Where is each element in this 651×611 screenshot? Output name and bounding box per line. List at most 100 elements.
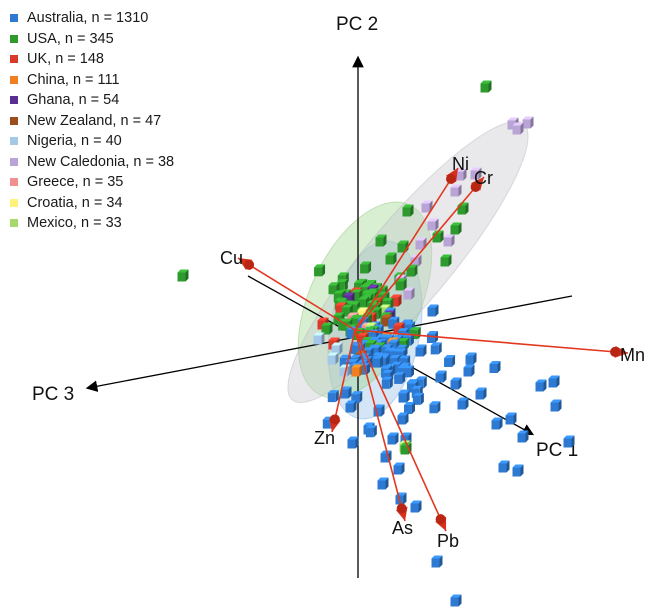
point-top (435, 370, 447, 374)
point-top (390, 294, 402, 298)
loading-label: Zn (314, 428, 335, 448)
point-front (373, 407, 382, 417)
point-top (457, 397, 469, 401)
point-top (427, 304, 439, 308)
point-front (498, 463, 507, 473)
point-side (403, 492, 407, 505)
data-point (375, 234, 387, 247)
data-point (415, 344, 427, 357)
point-front (397, 415, 406, 425)
point-front (341, 321, 350, 331)
legend-item: USA, n = 345 (10, 29, 174, 50)
point-top (387, 432, 399, 436)
point-top (409, 327, 421, 331)
point-top (341, 304, 353, 308)
point-side (418, 500, 422, 513)
point-side (410, 204, 414, 217)
point-front (345, 403, 354, 413)
point-front (512, 125, 521, 135)
point-side (435, 304, 439, 317)
point-front (339, 357, 348, 367)
point-top (427, 218, 439, 222)
point-front (377, 480, 386, 490)
data-point (440, 254, 452, 267)
data-point (327, 352, 339, 365)
point-front (353, 318, 362, 328)
legend-swatch (10, 14, 18, 23)
loading-vector-cr (354, 176, 485, 331)
point-top (397, 328, 409, 332)
data-point (381, 376, 393, 389)
point-front (400, 445, 409, 455)
point-front (406, 267, 415, 277)
point-side (355, 436, 359, 449)
point-top (363, 422, 375, 426)
point-top (313, 332, 325, 336)
data-point (427, 304, 439, 317)
point-front (415, 379, 424, 389)
point-top (388, 316, 400, 320)
vector-head-base (470, 181, 481, 192)
point-front (431, 558, 440, 568)
point-side (435, 218, 439, 231)
point-front (550, 402, 559, 412)
point-top (317, 317, 329, 321)
point-side (367, 362, 371, 375)
point-side (353, 400, 357, 413)
legend-item: Mexico, n = 33 (10, 213, 174, 234)
point-top (403, 287, 415, 291)
loading-vector-as (354, 329, 408, 522)
legend-item: Ghana, n = 54 (10, 90, 174, 111)
point-top (415, 376, 427, 380)
point-top (359, 284, 371, 288)
legend-label: Greece, n = 35 (27, 174, 124, 191)
vector-head-base (244, 259, 255, 270)
legend-item: Greece, n = 35 (10, 172, 174, 193)
point-side (329, 322, 333, 335)
data-point (351, 391, 363, 404)
point-top (535, 379, 547, 383)
point-top (347, 436, 359, 440)
point-top (443, 234, 455, 238)
point-side (185, 269, 189, 282)
point-top (333, 290, 345, 294)
point-side (405, 412, 409, 425)
point-top (351, 289, 363, 293)
point-side (348, 386, 352, 399)
point-top (370, 345, 382, 349)
vector-line (354, 176, 485, 331)
point-front (177, 272, 186, 282)
point-front (339, 367, 348, 377)
point-front (347, 439, 356, 449)
loading-vector-zn (329, 329, 356, 433)
data-point (403, 401, 415, 414)
point-front (351, 367, 360, 377)
data-point (372, 355, 384, 368)
data-point (321, 322, 333, 335)
pc3-axis-label: PC 3 (32, 384, 74, 405)
data-point (563, 435, 575, 448)
data-point (444, 355, 456, 368)
point-top (397, 412, 409, 416)
data-point (351, 364, 363, 377)
point-top (354, 280, 366, 284)
point-front (480, 83, 489, 93)
point-front (353, 345, 362, 355)
point-front (463, 367, 472, 377)
vector-head-base (396, 503, 407, 514)
point-front (360, 264, 369, 274)
point-top (450, 222, 462, 226)
point-top (314, 264, 326, 268)
legend-label: USA, n = 345 (27, 30, 114, 47)
point-front (335, 305, 344, 315)
point-front (421, 203, 430, 213)
point-top (381, 376, 393, 380)
point-front (387, 435, 396, 445)
point-top (505, 412, 517, 416)
point-side (473, 352, 477, 365)
data-point (397, 412, 409, 425)
point-top (512, 122, 524, 126)
data-point (415, 376, 427, 389)
point-top (394, 371, 406, 375)
